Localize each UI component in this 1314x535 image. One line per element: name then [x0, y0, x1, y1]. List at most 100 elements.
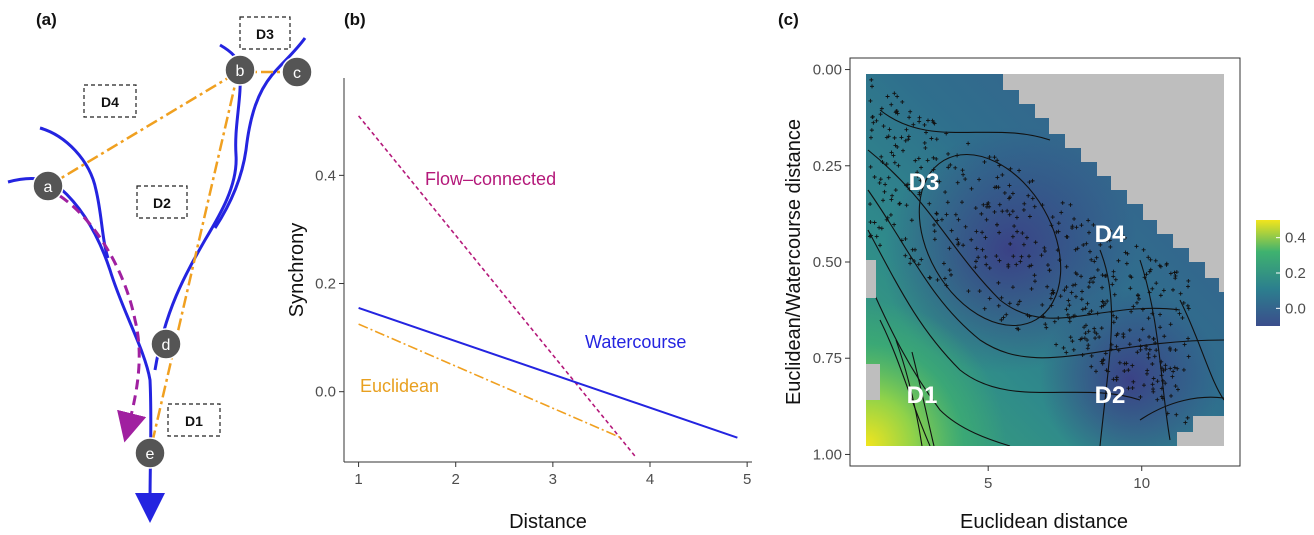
data-point-marker: [945, 200, 950, 205]
series-label-flow-connected: Flow–connected: [425, 169, 556, 189]
data-point-marker: [1141, 247, 1146, 252]
data-point-marker: [1155, 379, 1160, 384]
heatmap-contours: [867, 109, 1224, 446]
data-point-marker: [1027, 254, 1032, 259]
data-point-marker: [1185, 303, 1190, 308]
data-point-marker: [889, 197, 894, 202]
data-point-marker: [1150, 311, 1155, 316]
data-point-marker: [881, 198, 886, 203]
data-point-marker: [1159, 386, 1164, 391]
data-point-marker: [1039, 253, 1044, 258]
data-point-marker: [1071, 347, 1076, 352]
data-point-marker: [1008, 241, 1013, 246]
data-point-marker: [885, 215, 890, 220]
panel-c-y-tick-label: 0.50: [813, 254, 842, 271]
data-point-marker: [1049, 223, 1054, 228]
data-point-marker: [868, 220, 873, 225]
data-point-marker: [1186, 278, 1191, 283]
data-point-marker: [1045, 263, 1050, 268]
data-point-marker: [1147, 269, 1152, 274]
data-point-marker: [879, 226, 884, 231]
data-point-marker: [1050, 215, 1055, 220]
data-point-marker: [1111, 313, 1116, 318]
data-point-marker: [1158, 312, 1163, 317]
data-point-marker: [1173, 347, 1178, 352]
data-point-marker: [1126, 368, 1131, 373]
data-point-marker: [1015, 326, 1020, 331]
data-point-marker: [927, 201, 932, 206]
data-point-marker: [1180, 315, 1185, 320]
data-point-marker: [908, 109, 913, 114]
data-point-marker: [997, 163, 1002, 168]
data-point-marker: [1025, 313, 1030, 318]
data-point-marker: [1033, 240, 1038, 245]
data-point-marker: [916, 262, 921, 267]
data-point-marker: [1040, 203, 1045, 208]
data-point-marker: [1080, 307, 1085, 312]
data-point-marker: [1173, 384, 1178, 389]
data-point-marker: [1128, 274, 1133, 279]
data-point-marker: [903, 236, 908, 241]
data-point-marker: [911, 122, 916, 127]
data-point-marker: [1024, 235, 1029, 240]
data-point-marker: [1105, 238, 1110, 243]
data-point-marker: [1008, 166, 1013, 171]
distance-box-d4: D4: [83, 84, 137, 118]
data-point-marker: [935, 277, 940, 282]
region-label-d3: D3: [909, 169, 940, 196]
site-d: d: [150, 328, 182, 360]
data-point-marker: [1136, 296, 1141, 301]
data-point-marker: [966, 141, 971, 146]
data-point-marker: [1108, 244, 1113, 249]
data-point-marker: [1054, 230, 1059, 235]
data-point-marker: [1126, 386, 1131, 391]
data-point-marker: [946, 151, 951, 156]
data-point-marker: [1042, 245, 1047, 250]
data-point-marker: [895, 111, 900, 116]
data-point-marker: [1081, 243, 1086, 248]
data-point-marker: [1173, 276, 1178, 281]
data-point-marker: [1100, 285, 1105, 290]
data-point-marker: [901, 148, 906, 153]
data-point-marker: [1050, 290, 1055, 295]
data-point-marker: [1091, 222, 1096, 227]
data-point-marker: [869, 77, 874, 82]
data-point-marker: [1084, 241, 1089, 246]
data-point-marker: [904, 203, 909, 208]
data-point-marker: [1066, 298, 1071, 303]
data-point-marker: [980, 230, 985, 235]
data-point-marker: [1057, 258, 1062, 263]
data-point-marker: [913, 247, 918, 252]
data-point-marker: [1121, 234, 1126, 239]
distance-box-d2: D2: [136, 185, 188, 219]
data-point-marker: [1088, 249, 1093, 254]
data-point-marker: [1104, 273, 1109, 278]
data-point-marker: [956, 241, 961, 246]
data-point-marker: [948, 162, 953, 167]
site-e-label: e: [146, 446, 155, 463]
data-point-marker: [973, 206, 978, 211]
data-point-marker: [1116, 258, 1121, 263]
data-point-marker: [1005, 208, 1010, 213]
data-point-marker: [1075, 246, 1080, 251]
site-e: e: [134, 437, 166, 469]
data-point-marker: [1017, 168, 1022, 173]
data-point-marker: [868, 135, 873, 140]
data-point-marker: [947, 268, 952, 273]
data-point-marker: [1022, 201, 1027, 206]
data-point-marker: [1000, 172, 1005, 177]
site-d-label: d: [162, 337, 171, 354]
data-point-marker: [1159, 359, 1164, 364]
data-point-marker: [903, 138, 908, 143]
data-point-marker: [1158, 325, 1163, 330]
data-point-marker: [1098, 242, 1103, 247]
data-point-marker: [992, 209, 997, 214]
data-point-marker: [1103, 351, 1108, 356]
data-point-marker: [884, 135, 889, 140]
data-point-marker: [1094, 369, 1098, 374]
data-point-marker: [919, 165, 924, 170]
data-point-marker: [1136, 293, 1141, 298]
panel-b-x-tick-label: 1: [354, 471, 362, 488]
data-point-marker: [955, 180, 960, 185]
data-point-marker: [934, 156, 939, 161]
